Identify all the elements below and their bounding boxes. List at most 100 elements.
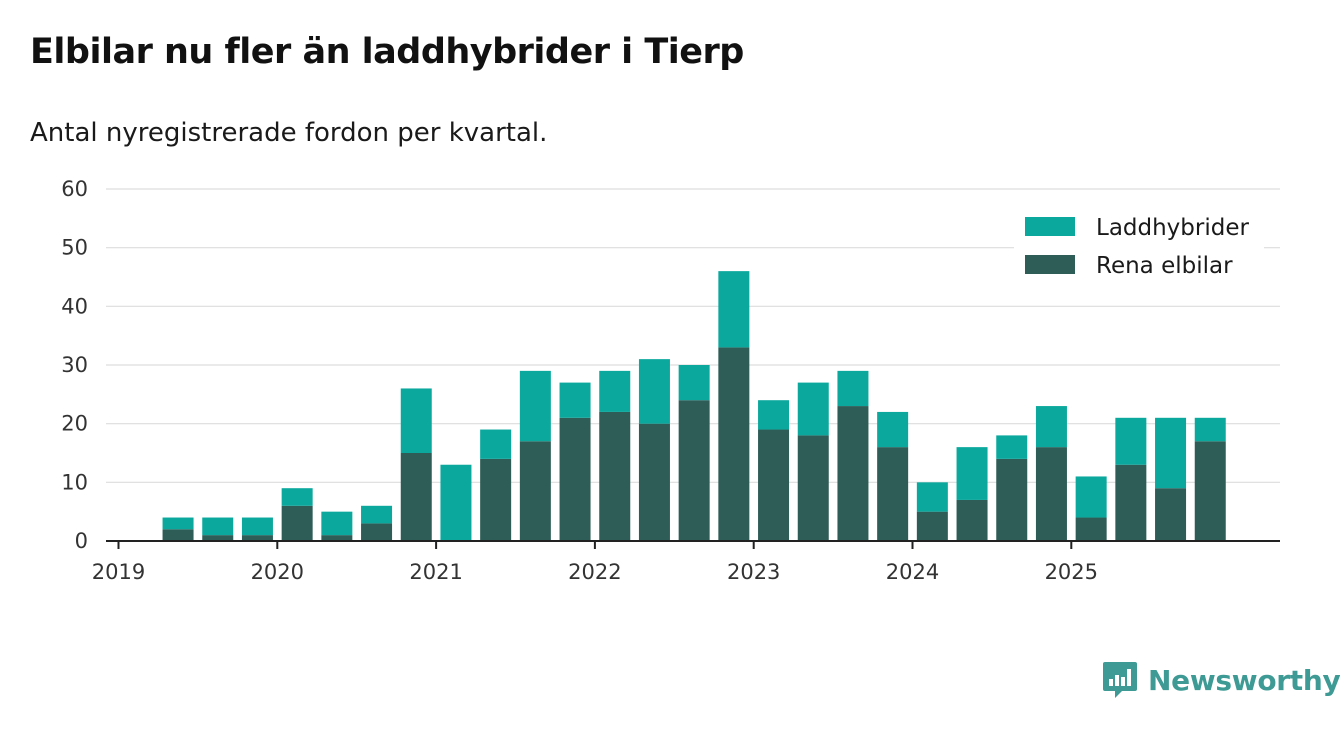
- bar-stack: [1115, 417, 1147, 541]
- x-tick-label: 2020: [251, 560, 304, 584]
- bar-stack: [638, 359, 670, 541]
- bar-laddhybrider: [797, 382, 829, 436]
- bar-rena-elbilar: [519, 441, 551, 541]
- bar-laddhybrider: [996, 435, 1028, 459]
- bar-rena-elbilar: [599, 411, 631, 541]
- bar-rena-elbilar: [202, 535, 234, 541]
- x-tick-label: 2022: [568, 560, 621, 584]
- bar-stack: [162, 517, 194, 541]
- bar-rena-elbilar: [162, 529, 194, 541]
- bar-stack: [440, 464, 472, 541]
- bar-rena-elbilar: [281, 505, 313, 541]
- bar-rena-elbilar: [956, 499, 988, 541]
- bar-laddhybrider: [241, 517, 273, 536]
- bar-rena-elbilar: [718, 347, 750, 541]
- bar-stack: [1035, 406, 1067, 541]
- bar-laddhybrider: [480, 429, 512, 459]
- bar-stack: [321, 511, 353, 541]
- bar-rena-elbilar: [1155, 488, 1187, 541]
- bar-chart-speech-bubble-icon: [1103, 662, 1137, 698]
- bar-stack: [1155, 417, 1187, 541]
- bar-rena-elbilar: [638, 423, 670, 541]
- bar-rena-elbilar: [877, 447, 909, 541]
- bar-laddhybrider: [837, 370, 869, 407]
- bar-stack: [281, 488, 313, 541]
- bar-laddhybrider: [400, 388, 432, 453]
- bar-rena-elbilar: [559, 417, 591, 541]
- bar-stack: [559, 382, 591, 541]
- bar-stack: [1194, 417, 1226, 541]
- bar-stack: [1075, 476, 1107, 541]
- bar-stack: [241, 517, 273, 541]
- y-tick-label: 60: [61, 177, 88, 201]
- bar-stack: [480, 429, 512, 541]
- bar-laddhybrider: [1155, 417, 1187, 489]
- bar-rena-elbilar: [1075, 517, 1107, 541]
- y-tick-label: 50: [61, 236, 88, 260]
- bar-stack: [956, 447, 988, 541]
- bar-laddhybrider: [678, 365, 710, 401]
- legend-label-laddhybrider: Laddhybrider: [1096, 215, 1249, 241]
- bar-stack: [678, 365, 710, 541]
- bar-stack: [837, 370, 869, 541]
- bar-laddhybrider: [758, 400, 790, 430]
- brand-name: Newsworthy: [1148, 663, 1340, 697]
- x-tick-label: 2023: [727, 560, 780, 584]
- bar-laddhybrider: [877, 411, 909, 448]
- bar-rena-elbilar: [1115, 464, 1147, 541]
- x-tick-label: 2019: [92, 560, 145, 584]
- bar-stack: [400, 388, 432, 541]
- bar-stack: [519, 370, 551, 541]
- y-tick-label: 20: [61, 412, 88, 436]
- bar-rena-elbilar: [758, 429, 790, 541]
- y-tick-label: 30: [61, 353, 88, 377]
- bar-laddhybrider: [519, 370, 551, 442]
- bar-stack: [877, 411, 909, 541]
- bar-stack: [797, 382, 829, 541]
- bar-laddhybrider: [281, 488, 313, 506]
- bar-laddhybrider: [1035, 406, 1067, 448]
- bar-laddhybrider: [202, 517, 234, 536]
- bar-rena-elbilar: [678, 400, 710, 541]
- bar-stack: [916, 482, 948, 541]
- bar-laddhybrider: [1194, 417, 1226, 442]
- bar-stack: [996, 435, 1028, 541]
- bar-rena-elbilar: [241, 535, 273, 541]
- bar-laddhybrider: [440, 464, 472, 541]
- chart-subtitle: Antal nyregistrerade fordon per kvartal.: [30, 118, 548, 148]
- bar-rena-elbilar: [797, 435, 829, 541]
- bars: [162, 271, 1226, 541]
- bar-rena-elbilar: [996, 458, 1028, 541]
- bar-laddhybrider: [1075, 476, 1107, 518]
- y-tick-label: 0: [75, 529, 88, 553]
- x-tick-label: 2024: [886, 560, 939, 584]
- bar-laddhybrider: [162, 517, 194, 530]
- bar-stack: [361, 505, 393, 541]
- bar-rena-elbilar: [361, 523, 393, 541]
- bar-stack: [718, 271, 750, 541]
- legend-label-rena-elbilar: Rena elbilar: [1096, 253, 1233, 279]
- legend: Laddhybrider Rena elbilar: [1014, 203, 1264, 293]
- bar-laddhybrider: [638, 359, 670, 424]
- bar-laddhybrider: [361, 505, 393, 524]
- bar-stack: [758, 400, 790, 541]
- bar-rena-elbilar: [1035, 447, 1067, 541]
- bar-stack: [599, 370, 631, 541]
- bar-rena-elbilar: [480, 458, 512, 541]
- chart-title: Elbilar nu fler än laddhybrider i Tierp: [30, 32, 744, 72]
- y-tick-label: 10: [61, 470, 88, 494]
- legend-swatch-rena-elbilar: [1025, 255, 1075, 274]
- bar-rena-elbilar: [1194, 441, 1226, 541]
- bar-stack: [202, 517, 234, 541]
- bar-laddhybrider: [559, 382, 591, 418]
- y-tick-label: 40: [61, 294, 88, 318]
- bar-laddhybrider: [956, 447, 988, 500]
- bar-laddhybrider: [599, 370, 631, 412]
- bar-rena-elbilar: [321, 535, 353, 541]
- bar-laddhybrider: [1115, 417, 1147, 465]
- bar-rena-elbilar: [400, 453, 432, 541]
- x-tick-label: 2021: [409, 560, 462, 584]
- x-axis: 2019 2020 2021 2022 2023 2024 2025: [92, 540, 1280, 584]
- bar-rena-elbilar: [916, 511, 948, 541]
